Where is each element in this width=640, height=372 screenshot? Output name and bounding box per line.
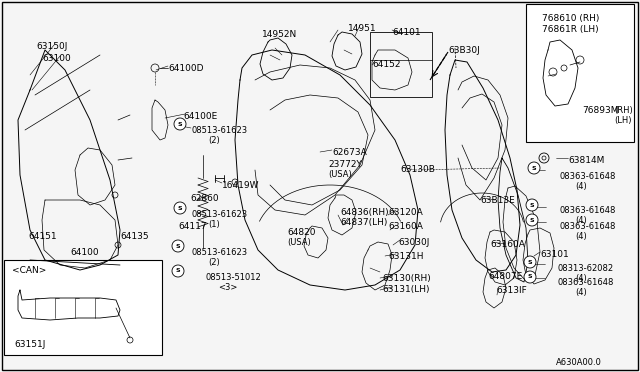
Text: 14951: 14951 (348, 24, 376, 33)
Text: 63100: 63100 (42, 54, 71, 63)
Circle shape (526, 199, 538, 211)
Circle shape (172, 240, 184, 252)
Text: 08313-62082: 08313-62082 (558, 264, 614, 273)
Text: 62673A: 62673A (332, 148, 367, 157)
Text: (2): (2) (208, 136, 220, 145)
Text: S: S (530, 218, 534, 222)
Text: 76893M: 76893M (582, 106, 618, 115)
Text: 63030J: 63030J (398, 238, 429, 247)
Text: 63131H: 63131H (388, 252, 424, 261)
Text: 63130(RH): 63130(RH) (382, 274, 431, 283)
Text: (4): (4) (575, 274, 587, 283)
Text: 64152: 64152 (372, 60, 401, 69)
Text: 63101: 63101 (540, 250, 569, 259)
Circle shape (524, 271, 536, 283)
Circle shape (524, 256, 536, 268)
Text: (2): (2) (208, 258, 220, 267)
Text: 08363-61648: 08363-61648 (560, 172, 616, 181)
Circle shape (174, 118, 186, 130)
Circle shape (528, 162, 540, 174)
Text: S: S (532, 166, 536, 170)
Text: 08513-61623: 08513-61623 (192, 126, 248, 135)
Circle shape (174, 202, 186, 214)
Text: 64151: 64151 (28, 232, 56, 241)
Text: 64100D: 64100D (168, 64, 204, 73)
Text: (RH): (RH) (614, 106, 633, 115)
Text: S: S (528, 260, 532, 264)
Text: 08363-61648: 08363-61648 (560, 222, 616, 231)
Text: (1): (1) (208, 220, 220, 229)
Text: 63131(LH): 63131(LH) (382, 285, 429, 294)
Text: 64100E: 64100E (183, 112, 217, 121)
Text: S: S (528, 275, 532, 279)
Text: 08513-61623: 08513-61623 (192, 210, 248, 219)
Text: <CAN>: <CAN> (12, 266, 46, 275)
Circle shape (172, 265, 184, 277)
Text: 62860: 62860 (190, 194, 219, 203)
Text: 63160A: 63160A (388, 222, 423, 231)
Text: (4): (4) (575, 232, 587, 241)
Text: 08513-61623: 08513-61623 (192, 248, 248, 257)
Text: S: S (178, 205, 182, 211)
Text: S: S (178, 122, 182, 126)
Text: 63120A: 63120A (388, 208, 423, 217)
Text: 64100: 64100 (70, 248, 99, 257)
Text: 16419W: 16419W (222, 181, 259, 190)
Text: 63160A: 63160A (490, 240, 525, 249)
Text: (4): (4) (575, 182, 587, 191)
Text: 14952N: 14952N (262, 30, 297, 39)
Text: (USA): (USA) (328, 170, 352, 179)
Text: 64101: 64101 (392, 28, 420, 37)
Bar (370, 32, 432, 97)
Text: 63130B: 63130B (400, 165, 435, 174)
Text: (4): (4) (575, 288, 587, 297)
Bar (4, 260, 162, 355)
Text: 63150J: 63150J (36, 42, 67, 51)
Text: 08363-61648: 08363-61648 (558, 278, 614, 287)
Text: (LH): (LH) (614, 116, 632, 125)
Text: S: S (176, 244, 180, 248)
Text: 63B30J: 63B30J (448, 46, 480, 55)
Text: <3>: <3> (218, 283, 237, 292)
Text: 6313IF: 6313IF (496, 286, 527, 295)
Text: 76861R (LH): 76861R (LH) (542, 25, 598, 34)
Circle shape (526, 214, 538, 226)
Text: (USA): (USA) (287, 238, 311, 247)
Text: 23772Y: 23772Y (328, 160, 362, 169)
Text: 64117: 64117 (178, 222, 207, 231)
Text: A630A00.0: A630A00.0 (556, 358, 602, 367)
Bar (526, 4, 634, 142)
Text: 63814M: 63814M (568, 156, 604, 165)
Text: 63151J: 63151J (14, 340, 45, 349)
Text: 64135: 64135 (120, 232, 148, 241)
Text: 08363-61648: 08363-61648 (560, 206, 616, 215)
Text: S: S (530, 202, 534, 208)
Text: 768610 (RH): 768610 (RH) (542, 14, 600, 23)
Text: 08513-51012: 08513-51012 (205, 273, 260, 282)
Text: 64820: 64820 (287, 228, 316, 237)
Text: (4): (4) (575, 216, 587, 225)
Text: 64837(LH): 64837(LH) (340, 218, 387, 227)
Text: S: S (176, 269, 180, 273)
Text: 64807E: 64807E (488, 272, 522, 281)
Text: 64836(RH): 64836(RH) (340, 208, 388, 217)
Text: 63B13E: 63B13E (480, 196, 515, 205)
